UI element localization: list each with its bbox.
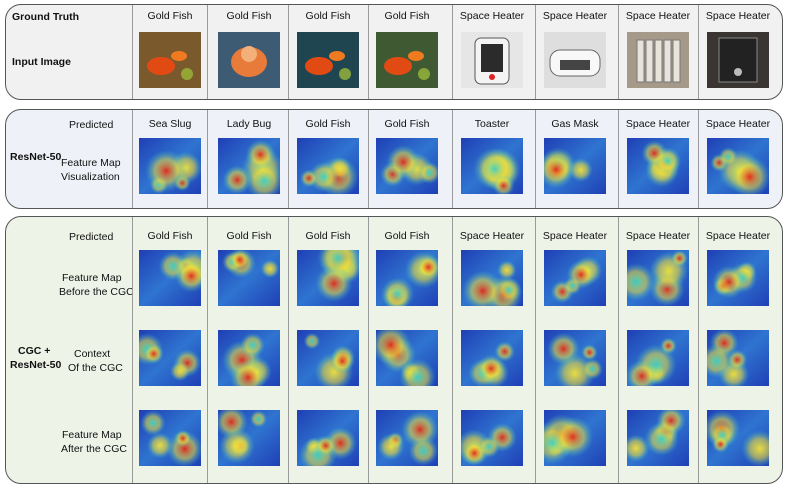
cgc-before-map: [218, 250, 280, 306]
gt-class-label: Space Heater: [705, 10, 771, 22]
cgc-before-map: [376, 250, 438, 306]
cgc-after-map: [461, 410, 523, 466]
after-label-2: After the CGC: [61, 443, 127, 455]
resnet-feature-map: [376, 138, 438, 194]
context-label-2: Of the CGC: [68, 362, 123, 374]
cgc-after-map: [707, 410, 769, 466]
resnet-feature-label-2: Visualization: [61, 171, 120, 183]
gt-class-label: Gold Fish: [305, 10, 351, 22]
cgc-prediction-label: Gold Fish: [384, 230, 430, 242]
cgc-after-map: [218, 410, 280, 466]
cgc-prediction-label: Gold Fish: [147, 230, 193, 242]
input-image: [707, 32, 769, 88]
input-image: [297, 32, 359, 88]
input-image: [218, 32, 280, 88]
resnet-feature-map: [461, 138, 523, 194]
resnet-feature-map: [297, 138, 359, 194]
cgc-prediction-label: Space Heater: [705, 230, 771, 242]
gt-class-label: Gold Fish: [147, 10, 193, 22]
ground-truth-label: Ground Truth: [12, 11, 80, 23]
input-image: [461, 32, 523, 88]
resnet-prediction-label: Space Heater: [705, 118, 771, 130]
resnet-feature-map: [544, 138, 606, 194]
cgc-after-map: [376, 410, 438, 466]
gt-class-label: Gold Fish: [226, 10, 272, 22]
cgc-after-map: [627, 410, 689, 466]
cgc-context-map: [297, 330, 359, 386]
cgc-context-map: [627, 330, 689, 386]
cgc-prediction-label: Gold Fish: [305, 230, 351, 242]
resnet-feature-map: [218, 138, 280, 194]
resnet-feature-label-1: Feature Map: [61, 157, 121, 169]
resnet-model-label: ResNet-50: [10, 151, 62, 163]
cgc-after-map: [544, 410, 606, 466]
cgc-context-map: [544, 330, 606, 386]
resnet-feature-map: [707, 138, 769, 194]
resnet-feature-map: [627, 138, 689, 194]
gt-class-label: Space Heater: [542, 10, 608, 22]
cgc-context-map: [707, 330, 769, 386]
before-label-2: Before the CGC: [59, 286, 134, 298]
gt-class-label: Gold Fish: [384, 10, 430, 22]
resnet-predicted-label: Predicted: [69, 119, 114, 131]
cgc-context-map: [139, 330, 201, 386]
cgc-before-map: [627, 250, 689, 306]
cgc-model-label-2: ResNet-50: [10, 359, 62, 371]
cgc-before-map: [139, 250, 201, 306]
input-image-label: Input Image: [12, 56, 71, 68]
resnet-prediction-label: Lady Bug: [226, 118, 272, 130]
cgc-after-map: [297, 410, 359, 466]
cgc-after-map: [139, 410, 201, 466]
cgc-predicted-label: Predicted: [69, 231, 114, 243]
cgc-before-map: [707, 250, 769, 306]
resnet-prediction-label: Toaster: [474, 118, 510, 130]
resnet-prediction-label: Gold Fish: [384, 118, 430, 130]
cgc-before-map: [297, 250, 359, 306]
context-label-1: Context: [74, 348, 111, 360]
resnet-prediction-label: Space Heater: [625, 118, 691, 130]
input-image: [376, 32, 438, 88]
cgc-prediction-label: Gold Fish: [226, 230, 272, 242]
cgc-before-map: [461, 250, 523, 306]
input-image: [139, 32, 201, 88]
resnet-prediction-label: Sea Slug: [148, 118, 192, 130]
gt-class-label: Space Heater: [625, 10, 691, 22]
after-label-1: Feature Map: [62, 429, 122, 441]
cgc-prediction-label: Space Heater: [542, 230, 608, 242]
cgc-model-label-1: CGC +: [18, 345, 51, 357]
resnet-prediction-label: Gold Fish: [305, 118, 351, 130]
cgc-prediction-label: Space Heater: [459, 230, 525, 242]
cgc-context-map: [376, 330, 438, 386]
before-label-1: Feature Map: [62, 272, 122, 284]
cgc-context-map: [461, 330, 523, 386]
cgc-prediction-label: Space Heater: [625, 230, 691, 242]
cgc-before-map: [544, 250, 606, 306]
resnet-prediction-label: Gas Mask: [551, 118, 599, 130]
gt-class-label: Space Heater: [459, 10, 525, 22]
resnet-feature-map: [139, 138, 201, 194]
cgc-context-map: [218, 330, 280, 386]
input-image: [544, 32, 606, 88]
input-image: [627, 32, 689, 88]
